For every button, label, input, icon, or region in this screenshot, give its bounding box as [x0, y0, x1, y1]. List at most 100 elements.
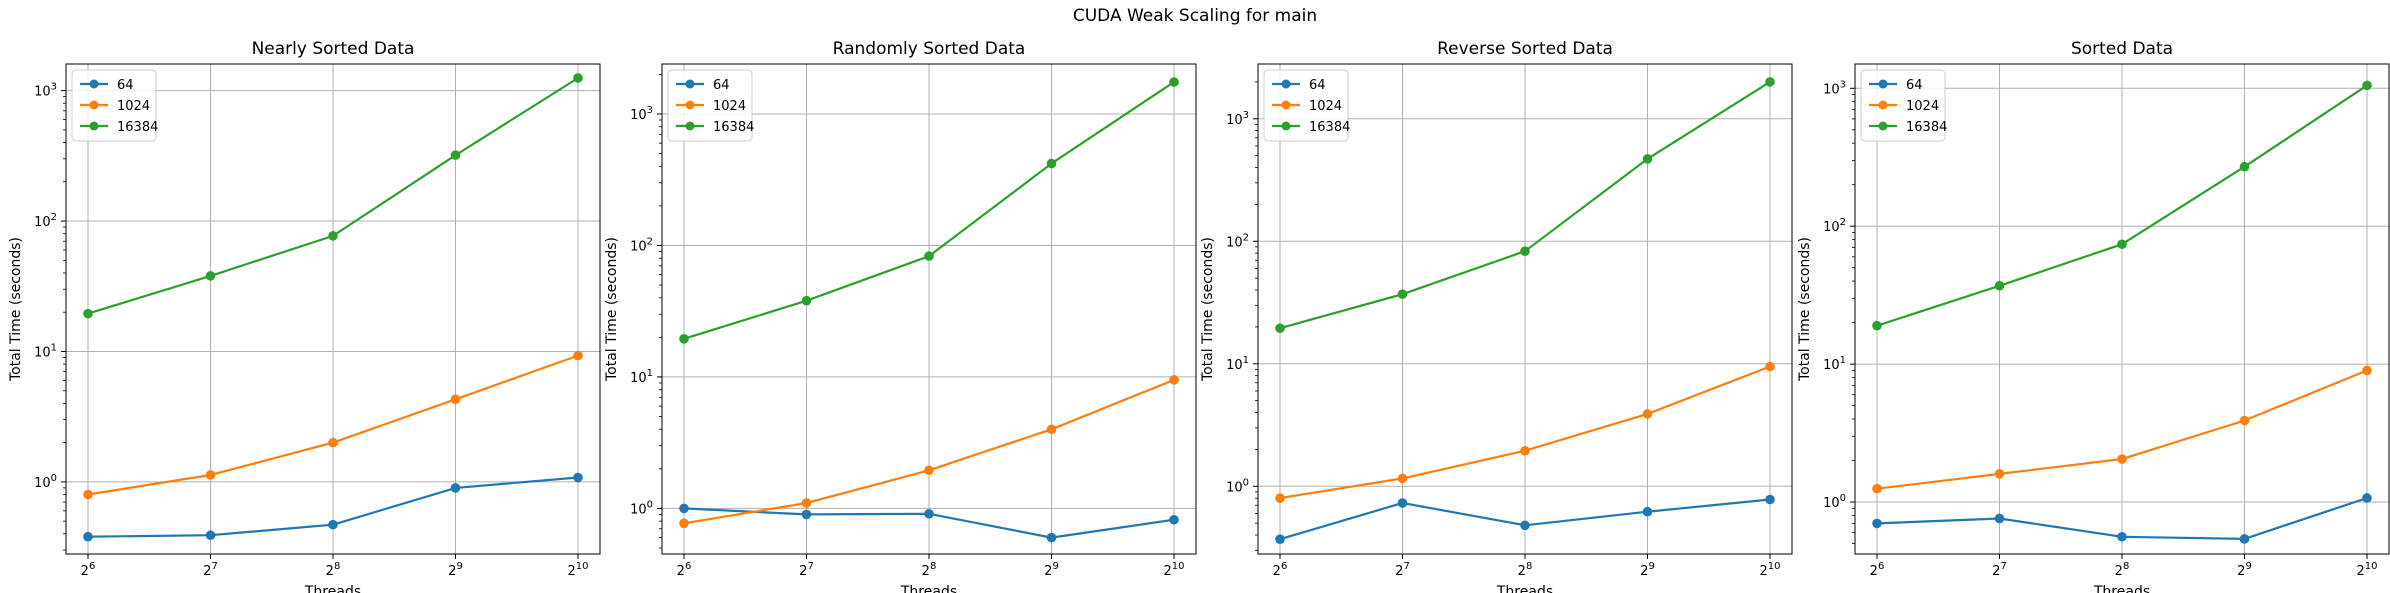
y-tick-label: 102: [1226, 232, 1249, 250]
series-16384: [83, 73, 583, 319]
data-point: [1169, 514, 1179, 525]
data-point: [1275, 323, 1285, 334]
data-point: [924, 508, 934, 519]
legend-marker: [1878, 79, 1888, 89]
y-tick-label: 103: [1823, 79, 1846, 97]
data-point: [679, 334, 689, 344]
data-point: [1872, 320, 1882, 331]
series-1024: [1275, 361, 1775, 503]
y-tick-label: 100: [34, 473, 57, 491]
x-tick-label: 210: [1163, 561, 1184, 579]
data-point: [2117, 239, 2127, 250]
data-point: [83, 308, 93, 319]
data-point: [1046, 424, 1057, 435]
y-tick-label: 100: [630, 499, 653, 517]
subplot-title: Sorted Data: [2071, 39, 2173, 59]
y-tick-label: 103: [1226, 110, 1249, 128]
x-tick-label: 27: [799, 561, 814, 579]
legend-label: 16384: [713, 120, 754, 135]
legend-label: 1024: [1906, 99, 1939, 114]
data-point: [205, 470, 216, 480]
x-tick-label: 210: [1759, 561, 1780, 579]
data-point: [1765, 361, 1775, 372]
data-point: [328, 519, 338, 530]
data-point: [1397, 473, 1408, 484]
x-tick-label: 26: [677, 561, 692, 579]
data-point: [1765, 494, 1775, 505]
y-tick-label: 101: [630, 368, 653, 386]
y-tick-label: 101: [1823, 355, 1846, 373]
legend-label: 1024: [117, 99, 150, 114]
legend-label: 16384: [1309, 120, 1350, 135]
data-point: [924, 465, 934, 476]
series-1024: [1872, 365, 2372, 494]
series-64: [1275, 494, 1775, 544]
legend: 64 1024 16384: [71, 69, 158, 142]
y-tick-label: 102: [1823, 217, 1846, 235]
data-point: [2117, 454, 2127, 464]
x-tick-label: 28: [1518, 561, 1533, 579]
data-point: [205, 271, 216, 281]
subplot-title: Nearly Sorted Data: [252, 39, 415, 59]
x-tick-label: 210: [2356, 561, 2377, 579]
y-tick-label: 101: [1226, 355, 1249, 373]
x-axis-label: Threads: [304, 584, 361, 593]
legend-label: 1024: [713, 99, 746, 114]
x-tick-label: 27: [1992, 561, 2007, 579]
figure-suptitle: CUDA Weak Scaling for main: [1072, 6, 1318, 26]
plot-frame: [65, 63, 601, 555]
data-point: [1994, 280, 2005, 291]
x-tick-label: 29: [1640, 561, 1655, 579]
x-tick-label: 28: [2115, 561, 2130, 579]
legend-marker: [1281, 121, 1291, 131]
data-point: [2362, 80, 2372, 91]
y-axis-label: Total Time (seconds): [8, 237, 24, 382]
y-tick-label: 101: [34, 342, 57, 360]
series-1024: [83, 350, 583, 500]
data-point: [1994, 513, 2005, 524]
x-tick-label: 27: [203, 561, 218, 579]
data-point: [1520, 445, 1530, 456]
data-point: [573, 350, 583, 361]
data-point: [2362, 365, 2372, 376]
subplot-1: Nearly Sorted Data 100 101 102 103 26 27 28 29 21…: [8, 39, 601, 593]
data-point: [1397, 498, 1408, 508]
series-16384: [679, 77, 1179, 344]
subplot-title: Randomly Sorted Data: [833, 39, 1026, 59]
legend-marker: [89, 121, 99, 131]
legend: 64 1024 16384: [667, 69, 754, 142]
data-point: [2117, 531, 2127, 542]
series-1024: [679, 375, 1179, 529]
data-point: [1642, 506, 1653, 517]
x-axis-label: Threads: [900, 584, 957, 593]
legend-marker: [685, 79, 695, 89]
x-tick-label: 26: [1870, 561, 1885, 579]
x-tick-label: 26: [81, 561, 96, 579]
data-point: [450, 483, 461, 493]
legend-marker: [1878, 121, 1888, 131]
series-16384: [1872, 80, 2372, 331]
legend-label: 64: [117, 78, 134, 93]
data-point: [1169, 77, 1179, 87]
data-point: [1520, 520, 1530, 531]
y-tick-label: 100: [1823, 493, 1846, 511]
data-point: [924, 251, 934, 261]
series-64: [1872, 493, 2372, 544]
data-point: [1397, 289, 1408, 299]
y-axis-label: Total Time (seconds): [604, 237, 620, 382]
x-tick-label: 29: [448, 561, 463, 579]
data-point: [1872, 483, 1882, 494]
data-point: [573, 73, 583, 83]
data-point: [450, 394, 461, 405]
data-point: [328, 437, 338, 448]
data-point: [1046, 532, 1057, 543]
data-point: [801, 295, 812, 306]
data-point: [1642, 154, 1653, 164]
data-point: [2239, 161, 2250, 172]
data-point: [328, 231, 338, 241]
plot-frame: [661, 63, 1197, 555]
data-point: [83, 489, 93, 500]
data-point: [2239, 415, 2250, 426]
subplot-3: Reverse Sorted Data 100 101 102 103 26 27 28 29 2…: [1200, 39, 1793, 593]
